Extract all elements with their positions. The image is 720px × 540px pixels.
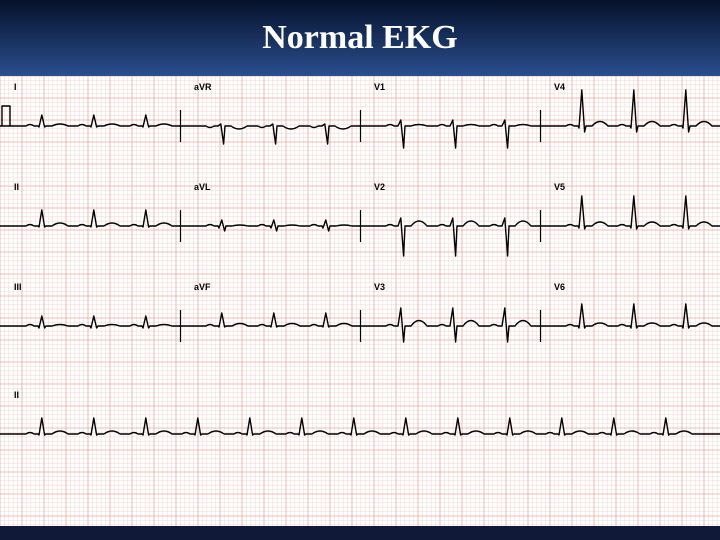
lead-label-v5: V5 [554,182,565,192]
lead-label-v1: V1 [374,82,385,92]
ekg-svg: IaVR V1 V4 II aVL V2 V5 III aVF V3 V6 II [0,76,720,526]
footer-bar [0,526,720,540]
lead-label-i: I [14,82,17,92]
lead-label-v4: V4 [554,82,565,92]
ekg-background [0,76,720,526]
lead-label-avl: aVL [194,182,211,192]
lead-label-v6: V6 [554,282,565,292]
lead-label-avr: aVR [194,82,212,92]
lead-label-iii: III [14,282,22,292]
slide-title: Normal EKG [262,19,457,57]
lead-label-v2: V2 [374,182,385,192]
ekg-panel: IaVR V1 V4 II aVL V2 V5 III aVF V3 V6 II [0,76,720,526]
lead-label-ii: II [14,182,19,192]
lead-label-avf: aVF [194,282,211,292]
lead-label-v3: V3 [374,282,385,292]
rhythm-strip-label: II [14,390,19,400]
slide: Normal EKG IaVR V1 V4 II aVL V2 V5 III aVF V3 V6 II [0,0,720,540]
title-bar: Normal EKG [0,0,720,76]
